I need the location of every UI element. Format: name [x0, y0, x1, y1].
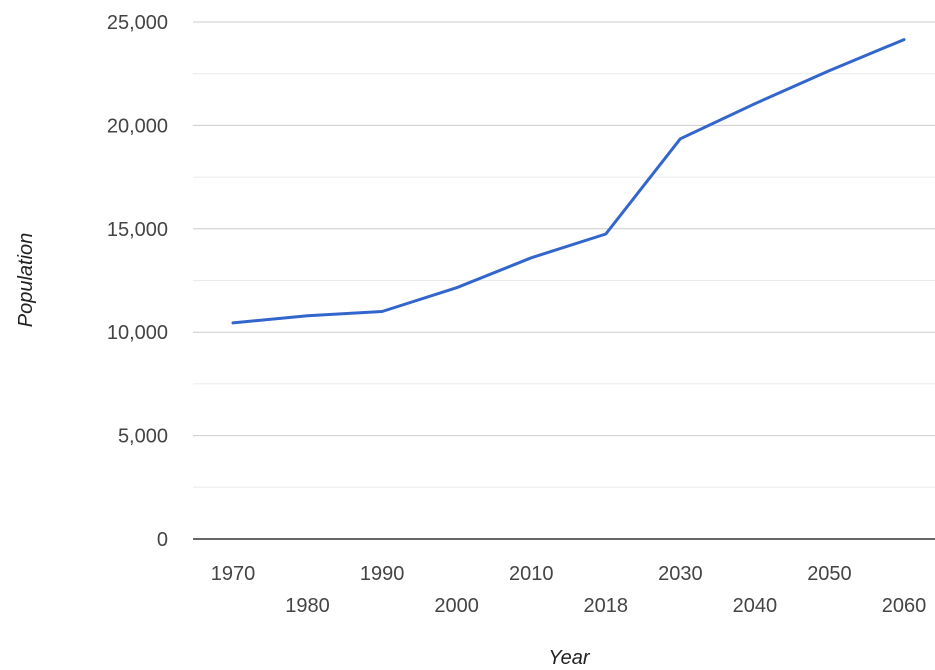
y-axis-title: Population — [15, 233, 37, 328]
y-tick-label: 15,000 — [107, 219, 168, 241]
y-tick-label: 20,000 — [107, 115, 168, 137]
y-tick-label: 0 — [157, 529, 168, 551]
series-line — [231, 38, 906, 325]
series-layer — [231, 38, 906, 325]
x-tick-label: 1970 — [211, 563, 256, 585]
x-tick-label: 1980 — [285, 595, 330, 617]
grid — [193, 21, 935, 540]
x-axis-ticks: 1970 1980 1990 2000 2010 2018 2030 2040 2050 2060 — [211, 563, 927, 617]
x-axis-title: Year — [548, 647, 590, 669]
y-tick-label: 10,000 — [107, 322, 168, 344]
x-tick-label: 1990 — [360, 563, 405, 585]
x-tick-label: 2050 — [807, 563, 852, 585]
y-axis-ticks: 0 5,000 10,000 15,000 20,000 25,000 — [107, 12, 168, 551]
y-tick-label: 25,000 — [107, 12, 168, 34]
x-tick-label: 2040 — [733, 595, 778, 617]
x-tick-label: 2000 — [434, 595, 479, 617]
x-tick-label: 2018 — [584, 595, 629, 617]
y-tick-label: 5,000 — [118, 426, 168, 448]
x-tick-label: 2010 — [509, 563, 554, 585]
x-tick-label: 2030 — [658, 563, 703, 585]
x-tick-label: 2060 — [882, 595, 927, 617]
